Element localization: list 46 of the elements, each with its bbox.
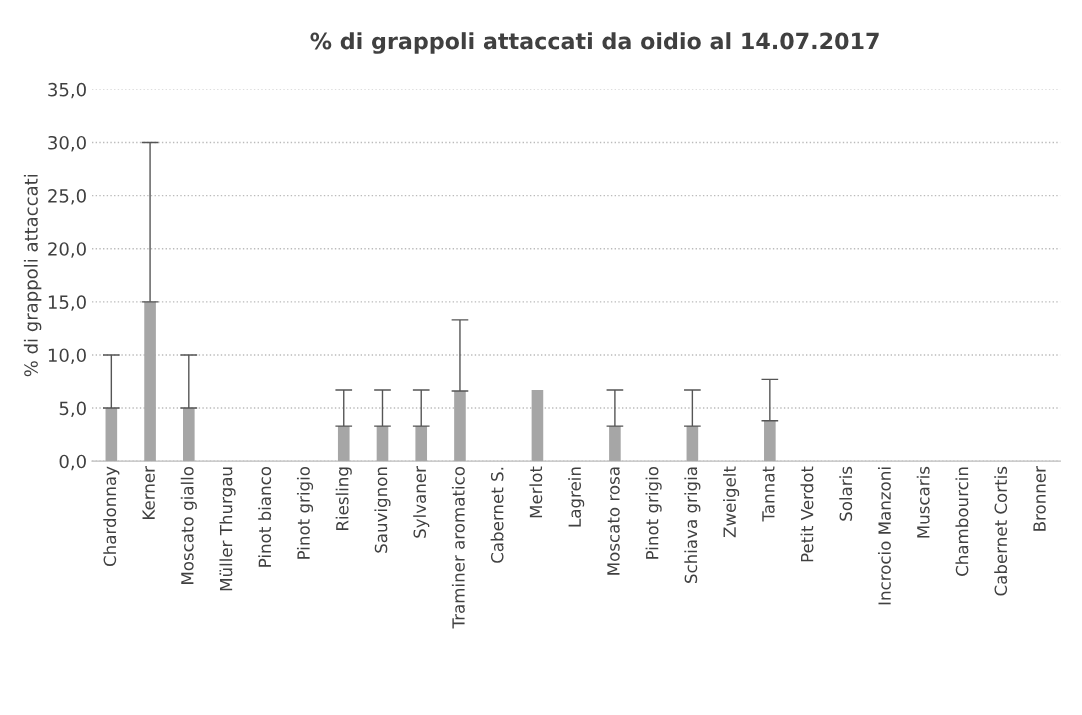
x-tick-label: Bronner xyxy=(1033,466,1046,531)
bar xyxy=(144,301,156,462)
y-tick-label: 0,0 xyxy=(59,454,86,471)
x-tick-label: Sylvaner xyxy=(413,466,430,538)
bar xyxy=(609,426,621,462)
x-tick-label: Schiava grigia xyxy=(684,467,701,583)
x-tick-label: Cabernet Cortis xyxy=(994,466,1008,596)
bar xyxy=(183,408,195,462)
x-tick-label: Chambourcin xyxy=(955,467,969,576)
y-tick-label: 15,0 xyxy=(48,295,86,311)
y-tick-label: 5,0 xyxy=(59,401,86,418)
x-tick-label: Chardonnay xyxy=(103,466,120,567)
x-tick-label: Incrocio Manzoni xyxy=(877,467,891,605)
y-tick-label: 25,0 xyxy=(48,189,86,205)
x-tick-label: Lagrein xyxy=(568,467,585,527)
x-tick-label: Sauvignon xyxy=(374,467,391,553)
x-tick-label: Solaris xyxy=(839,466,853,521)
x-tick-label: Traminer aromatico xyxy=(451,466,465,629)
bar xyxy=(415,426,428,462)
y-tick-label: 10,0 xyxy=(48,348,86,364)
x-tick-label: Moscato giallo xyxy=(180,466,197,584)
x-tick-label: Moscato rosa xyxy=(607,467,620,575)
x-tick-label: Riesling xyxy=(335,467,352,530)
x-tick-label: Müller Thurgau xyxy=(219,467,236,591)
x-tick-label: Merlot xyxy=(529,466,543,518)
bar xyxy=(764,420,776,462)
x-tick-label: Petit Verdot xyxy=(800,466,814,562)
bar xyxy=(454,391,466,462)
x-tick-label: Zweigelt xyxy=(723,466,740,538)
y-axis-title: % di grappoli attaccati xyxy=(23,174,42,377)
x-tick-label: Muscaris xyxy=(916,466,930,538)
x-tick-label: Pinot bianco xyxy=(258,466,272,567)
bar xyxy=(686,426,699,462)
bar xyxy=(105,408,118,462)
x-tick-label: Cabernet S. xyxy=(490,467,504,563)
bar xyxy=(337,426,350,462)
x-tick-label: Pinot grigio xyxy=(645,466,662,559)
y-tick-label: 35,0 xyxy=(48,82,86,99)
y-tick-label: 20,0 xyxy=(48,242,86,258)
bar xyxy=(376,426,389,462)
chart-title: % di grappoli attaccati da oidio al 14.07.2017 xyxy=(310,32,879,54)
x-tick-label: Pinot grigio xyxy=(296,466,314,559)
x-tick-label: Tannat xyxy=(762,466,775,522)
bar xyxy=(531,390,544,462)
y-tick-label: 30,0 xyxy=(48,135,86,152)
x-tick-label: Kerner xyxy=(142,466,155,519)
